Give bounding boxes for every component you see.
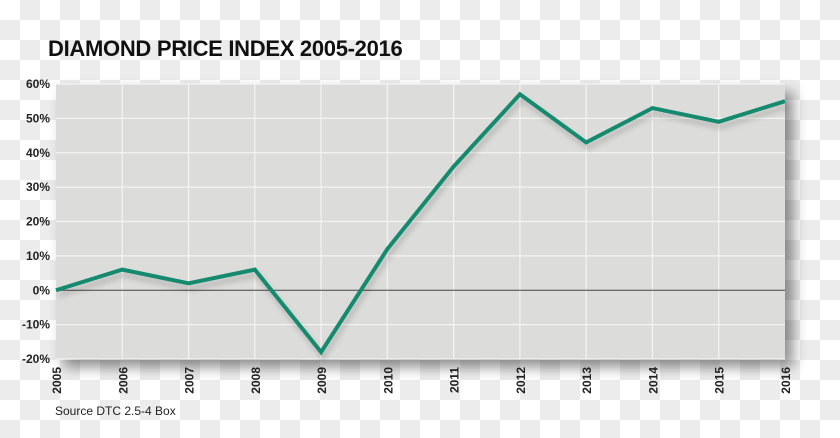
y-tick-label: -20% — [22, 352, 50, 366]
x-tick-label: 2008 — [249, 367, 263, 394]
y-tick-label: 0% — [33, 283, 51, 297]
x-tick-label: 2015 — [713, 367, 727, 394]
x-tick-label: 2007 — [183, 367, 197, 394]
y-tick-label: 50% — [26, 111, 50, 125]
x-tick-label: 2010 — [381, 367, 395, 394]
x-tick-label: 2012 — [514, 367, 528, 394]
x-tick-label: 2006 — [116, 367, 130, 394]
y-tick-label: -10% — [22, 318, 50, 332]
series-line — [55, 91, 786, 356]
x-tick-label: 2016 — [779, 367, 793, 394]
y-tick-label: 10% — [26, 249, 50, 263]
x-tick-label: 2005 — [50, 367, 64, 394]
x-tick-label: 2014 — [646, 367, 660, 394]
x-tick-label: 2009 — [315, 367, 329, 394]
y-tick-label: 60% — [26, 77, 50, 91]
x-tick-label: 2013 — [580, 367, 594, 394]
source-note: Source DTC 2.5-4 Box — [55, 404, 176, 418]
y-tick-label: 40% — [26, 146, 50, 160]
y-tick-label: 30% — [26, 180, 50, 194]
chart-title: DIAMOND PRICE INDEX 2005-2016 — [48, 36, 403, 61]
x-tick-label: 2011 — [448, 367, 462, 393]
y-tick-label: 20% — [26, 215, 50, 229]
